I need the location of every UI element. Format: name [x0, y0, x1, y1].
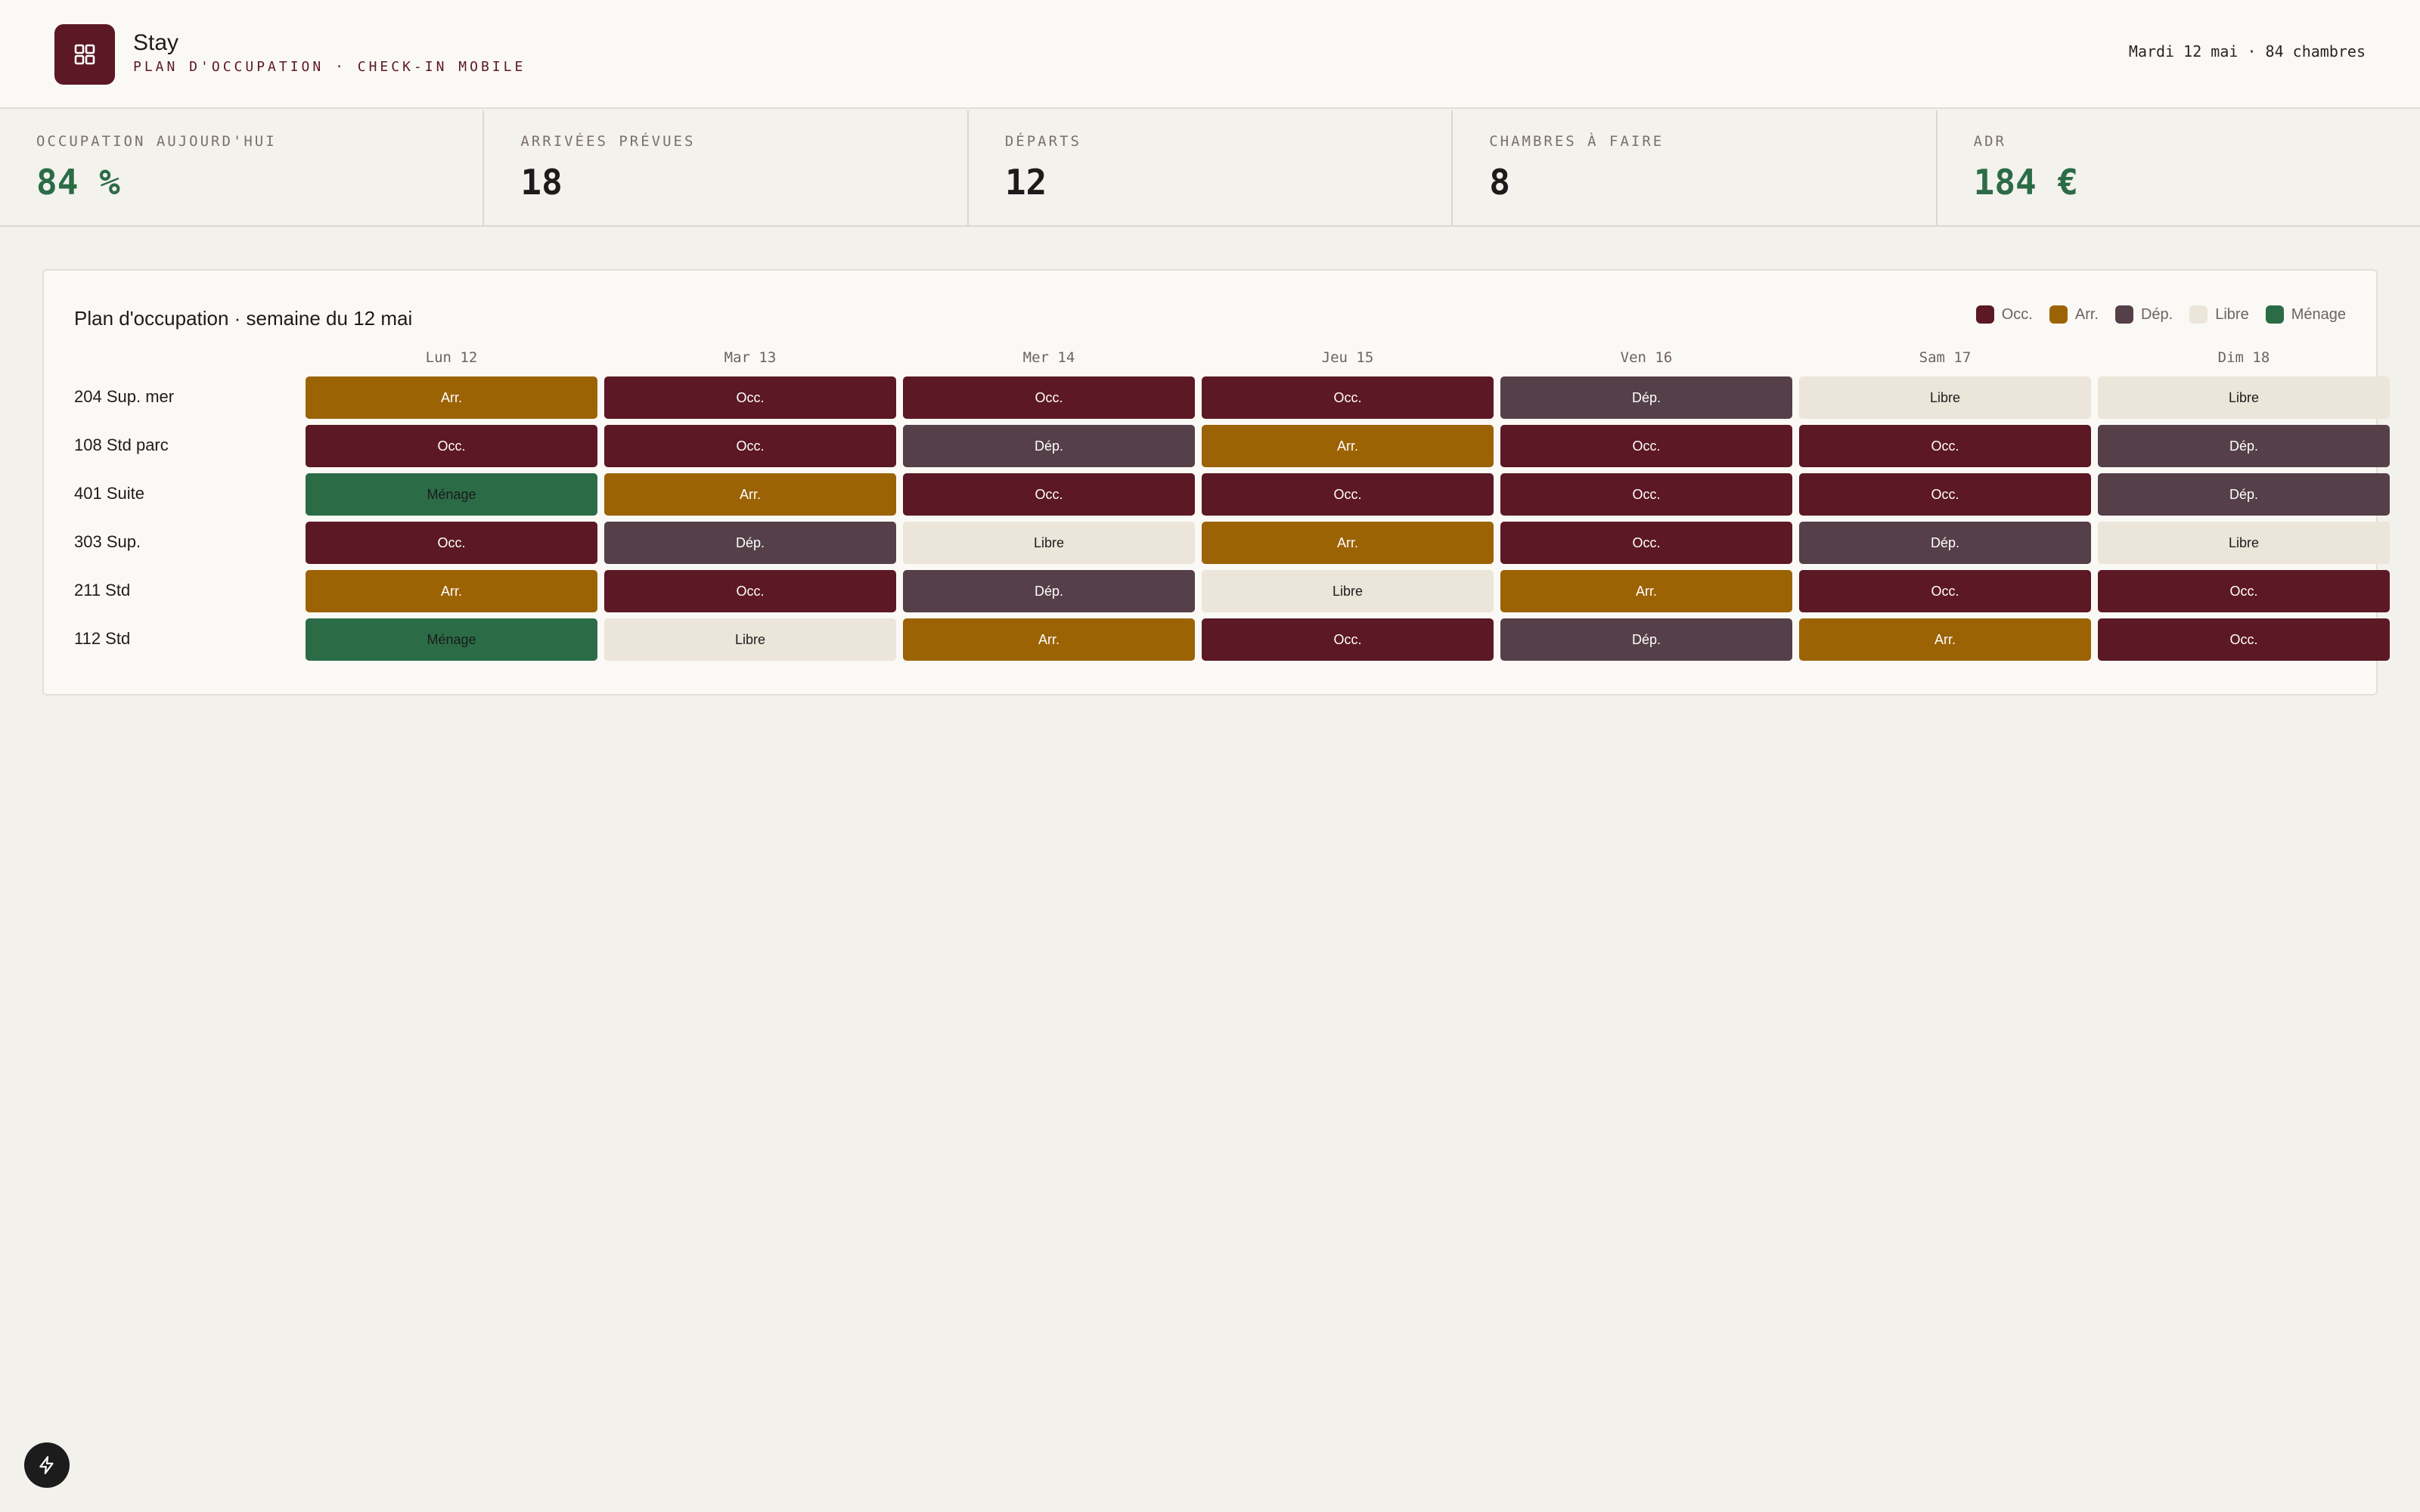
- booking-cell-occ[interactable]: Occ.: [903, 473, 1195, 516]
- kpi-label: ADR: [1973, 133, 2006, 150]
- kpi-value: 84 %: [36, 162, 120, 203]
- legend-label: Arr.: [2074, 305, 2099, 323]
- booking-cell-menage[interactable]: Ménage: [306, 618, 597, 661]
- brand-name: Stay: [133, 30, 179, 55]
- booking-cell-libre[interactable]: Libre: [2098, 522, 2390, 564]
- app-header: Stay PLAN D'OCCUPATION · CHECK-IN MOBILE…: [0, 0, 2420, 109]
- booking-cell-occ[interactable]: Occ.: [903, 376, 1195, 419]
- booking-cell-occ[interactable]: Occ.: [1799, 473, 2091, 516]
- legend-label: Dép.: [2140, 305, 2173, 323]
- legend-swatch: [2049, 305, 2068, 324]
- booking-cell-dep[interactable]: Dép.: [2098, 473, 2390, 516]
- brand-subtitle: PLAN D'OCCUPATION · CHECK-IN MOBILE: [133, 59, 526, 75]
- kpi-value: 8: [1489, 162, 1510, 203]
- room-label: 204 Sup. mer: [74, 387, 175, 406]
- booking-cell-occ[interactable]: Occ.: [1202, 473, 1494, 516]
- day-header: Jeu 15: [1321, 349, 1374, 366]
- booking-cell-arr[interactable]: Arr.: [604, 473, 896, 516]
- booking-cell-occ[interactable]: Occ.: [604, 570, 896, 612]
- room-label: 303 Sup.: [74, 532, 141, 551]
- booking-cell-libre[interactable]: Libre: [903, 522, 1195, 564]
- booking-cell-dep[interactable]: Dép.: [1500, 618, 1792, 661]
- booking-cell-libre[interactable]: Libre: [1202, 570, 1494, 612]
- booking-cell-arr[interactable]: Arr.: [903, 618, 1195, 661]
- legend-item-menage: Ménage: [2265, 305, 2346, 324]
- booking-cell-occ[interactable]: Occ.: [1202, 618, 1494, 661]
- kpi-value: 18: [520, 162, 563, 203]
- legend-swatch: [2114, 305, 2133, 324]
- bolt-icon: [39, 1456, 54, 1474]
- room-label: 401 Suite: [74, 484, 144, 503]
- booking-cell-arr[interactable]: Arr.: [306, 376, 597, 419]
- booking-cell-dep[interactable]: Dép.: [604, 522, 896, 564]
- kpi-strip: OCCUPATION AUJOURD'HUI 84 % ARRIVÉES PRÉ…: [0, 110, 2420, 227]
- legend: Occ. Arr. Dép. Libre Ménage: [1975, 305, 2346, 324]
- booking-cell-occ[interactable]: Occ.: [1202, 376, 1494, 419]
- booking-cell-occ[interactable]: Occ.: [1500, 473, 1792, 516]
- booking-cell-dep[interactable]: Dép.: [2098, 425, 2390, 467]
- plan-title: Plan d'occupation · semaine du 12 mai: [74, 307, 413, 330]
- booking-cell-occ[interactable]: Occ.: [2098, 570, 2390, 612]
- booking-cell-libre[interactable]: Libre: [2098, 376, 2390, 419]
- day-header: Lun 12: [425, 349, 478, 366]
- legend-item-occ: Occ.: [1975, 305, 2033, 324]
- kpi-label: OCCUPATION AUJOURD'HUI: [36, 133, 277, 150]
- room-label: 211 Std: [74, 581, 131, 600]
- kpi-value: 12: [1004, 162, 1047, 203]
- legend-item-libre: Libre: [2189, 305, 2249, 324]
- legend-item-dep: Dép.: [2114, 305, 2173, 324]
- legend-item-arr: Arr.: [2049, 305, 2099, 324]
- day-header: Sam 17: [1919, 349, 1972, 366]
- booking-cell-occ[interactable]: Occ.: [2098, 618, 2390, 661]
- day-header: Ven 16: [1620, 349, 1673, 366]
- booking-cell-dep[interactable]: Dép.: [903, 570, 1195, 612]
- day-header: Mer 14: [1022, 349, 1075, 366]
- header-date: Mardi 12 mai · 84 chambres: [2128, 42, 2366, 60]
- booking-cell-occ[interactable]: Occ.: [604, 425, 896, 467]
- booking-cell-arr[interactable]: Arr.: [1202, 522, 1494, 564]
- booking-cell-occ[interactable]: Occ.: [1500, 425, 1792, 467]
- booking-cell-dep[interactable]: Dép.: [1799, 522, 2091, 564]
- day-header: Mar 13: [724, 349, 777, 366]
- legend-label: Occ.: [2001, 305, 2033, 323]
- kpi-label: ARRIVÉES PRÉVUES: [520, 133, 696, 150]
- day-header: Dim 18: [2217, 349, 2270, 366]
- booking-cell-occ[interactable]: Occ.: [306, 425, 597, 467]
- booking-cell-occ[interactable]: Occ.: [604, 376, 896, 419]
- booking-cell-occ[interactable]: Occ.: [1799, 425, 2091, 467]
- kpi-adr: ADR 184 €: [1938, 110, 2420, 225]
- room-label: 108 Std parc: [74, 435, 169, 454]
- booking-cell-occ[interactable]: Occ.: [1799, 570, 2091, 612]
- kpi-arrivals: ARRIVÉES PRÉVUES 18: [484, 110, 969, 225]
- legend-label: Libre: [2215, 305, 2249, 323]
- quick-action-button[interactable]: [24, 1442, 70, 1488]
- booking-cell-libre[interactable]: Libre: [604, 618, 896, 661]
- booking-cell-arr[interactable]: Arr.: [1500, 570, 1792, 612]
- room-label: 112 Std: [74, 629, 131, 648]
- booking-cell-libre[interactable]: Libre: [1799, 376, 2091, 419]
- booking-cell-arr[interactable]: Arr.: [306, 570, 597, 612]
- occupancy-plan-card: Plan d'occupation · semaine du 12 mai Oc…: [42, 269, 2390, 696]
- booking-cell-dep[interactable]: Dép.: [1500, 376, 1792, 419]
- booking-cell-menage[interactable]: Ménage: [306, 473, 597, 516]
- kpi-value: 184 €: [1973, 162, 2079, 203]
- kpi-label: CHAMBRES À FAIRE: [1489, 133, 1665, 150]
- kpi-departures: DÉPARTS 12: [969, 110, 1454, 225]
- booking-cell-dep[interactable]: Dép.: [903, 425, 1195, 467]
- app-logo[interactable]: [54, 24, 115, 85]
- legend-label: Ménage: [2291, 305, 2346, 323]
- kpi-label: DÉPARTS: [1004, 133, 1081, 150]
- legend-swatch: [2265, 305, 2284, 324]
- booking-cell-arr[interactable]: Arr.: [1799, 618, 2091, 661]
- kpi-rooms-to-clean: CHAMBRES À FAIRE 8: [1453, 110, 1938, 225]
- legend-swatch: [1975, 305, 1994, 324]
- kpi-occupation: OCCUPATION AUJOURD'HUI 84 %: [0, 110, 485, 225]
- booking-cell-arr[interactable]: Arr.: [1202, 425, 1494, 467]
- legend-swatch: [2189, 305, 2208, 324]
- booking-cell-occ[interactable]: Occ.: [306, 522, 597, 564]
- booking-cell-occ[interactable]: Occ.: [1500, 522, 1792, 564]
- grid-icon: [74, 44, 95, 65]
